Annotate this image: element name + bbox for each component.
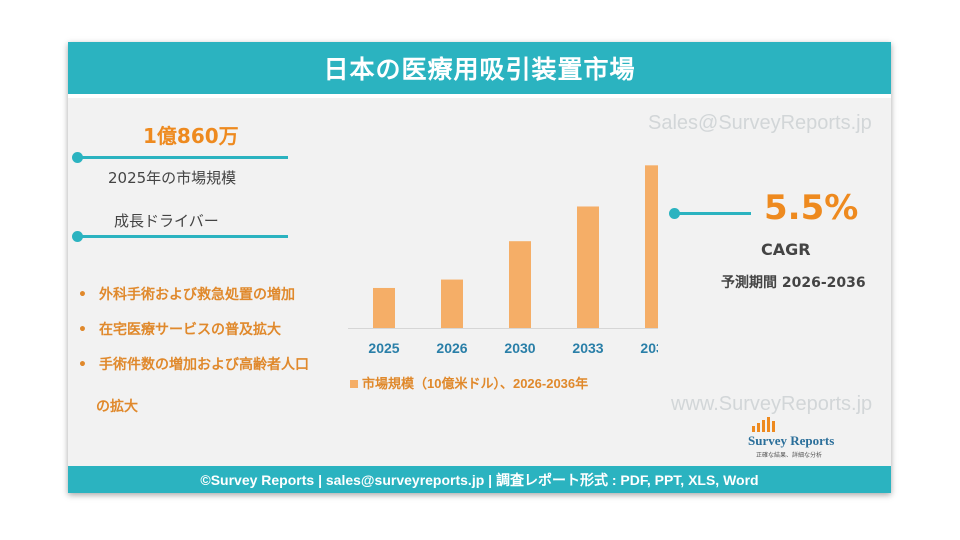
market-size-dot [72,152,83,163]
page-title: 日本の医療用吸引装置市場 [323,55,636,84]
driver-item: • 在宅医療サービスの普及拡大 [78,322,281,338]
title-bar: 日本の医療用吸引装置市場 [68,42,891,98]
driver-item: • 外科手術および救急処置の増加 [78,287,295,303]
legend-label: 市場規模（10億米ドル）、2026-2036年 [362,376,588,391]
market-size-value: 1億860万 [143,124,239,148]
bar-2030 [509,241,531,328]
x-tick-label: 2030 [504,340,535,356]
forecast-period: 予測期間 2026-2036 [721,275,866,291]
bar-2026 [441,279,463,328]
x-tick-label: 2025 [368,340,399,356]
drivers-line [78,235,288,238]
bar-2033 [577,206,599,328]
x-tick-label: 2036 [640,340,658,356]
drivers-dot [72,231,83,242]
market-size-line [78,156,288,159]
logo-text: Survey Reports [748,433,835,448]
cagr-value: 5.5% [764,188,859,228]
watermark-email: Sales@SurveyReports.jp [648,112,872,134]
logo-tagline: 正確な結果、詳細な分析 [756,452,823,459]
cagr-line [675,212,751,215]
bar-chart: 2025 2026 2030 2033 2036 市場規模（10億米ドル）、2026-20… [348,165,658,391]
x-tick-label: 2033 [572,340,603,356]
infographic-card: 日本の医療用吸引装置市場 Sales@SurveyReports.jp www.… [68,42,891,493]
bar-2025 [373,287,395,328]
driver-item: の拡大 [96,399,138,415]
watermark-url: www.SurveyReports.jp [671,393,873,415]
market-size-label: 2025年の市場規模 [108,169,237,187]
drivers-heading: 成長ドライバー [114,212,219,230]
bar-2036 [645,165,658,328]
driver-item: • 手術件数の増加および高齢者人口 [78,357,309,373]
legend-swatch [350,380,358,388]
cagr-dot [669,208,680,219]
logo-bars-icon [752,417,775,432]
footer-text: ©Survey Reports | sales@surveyreports.jp… [200,471,759,488]
x-tick-label: 2026 [436,340,467,356]
footer-bar: ©Survey Reports | sales@surveyreports.jp… [68,466,891,493]
cagr-label: CAGR [761,240,811,259]
